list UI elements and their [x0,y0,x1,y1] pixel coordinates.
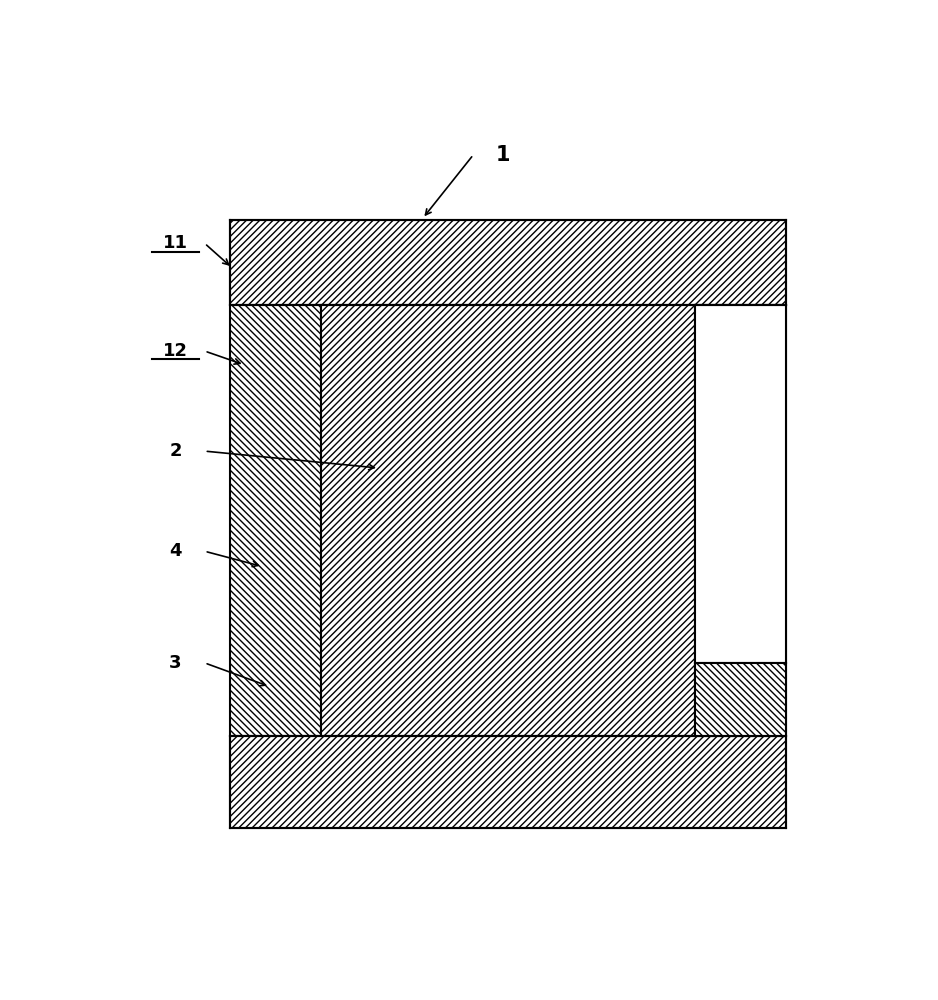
Text: 4: 4 [169,542,182,560]
Bar [230,736,786,828]
Bar [695,305,786,663]
Text: 2: 2 [169,442,182,460]
Text: 12: 12 [163,342,188,360]
Text: 11: 11 [163,234,188,252]
Text: 1: 1 [495,145,509,165]
Bar [230,305,321,736]
Bar [230,220,786,305]
Bar [321,305,695,736]
Bar [695,305,786,736]
Text: 3: 3 [169,654,182,672]
Bar [695,663,786,736]
